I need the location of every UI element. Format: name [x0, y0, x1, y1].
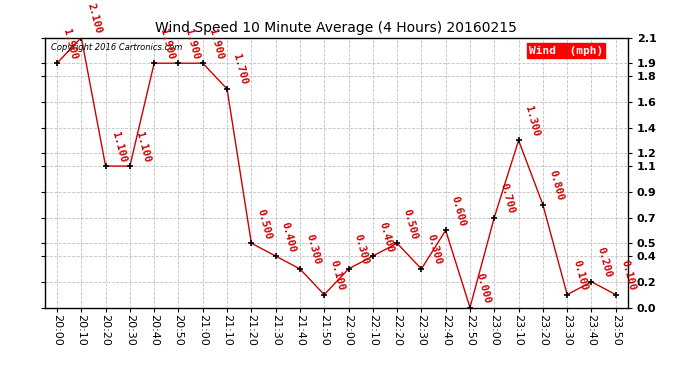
Text: 1.100: 1.100 [134, 130, 152, 163]
Text: 0.300: 0.300 [426, 233, 443, 266]
Text: 1.700: 1.700 [231, 53, 249, 86]
Text: 0.300: 0.300 [353, 233, 371, 266]
Text: 1.900: 1.900 [207, 28, 225, 60]
Text: 0.800: 0.800 [547, 169, 565, 202]
Text: 0.700: 0.700 [498, 182, 516, 215]
Text: 0.200: 0.200 [595, 246, 613, 279]
Text: 0.000: 0.000 [474, 272, 492, 305]
Text: 0.500: 0.500 [402, 208, 419, 240]
Text: 0.300: 0.300 [304, 233, 322, 266]
Text: 1.100: 1.100 [110, 130, 128, 163]
Text: 0.100: 0.100 [328, 259, 346, 292]
Text: 0.400: 0.400 [377, 220, 395, 253]
Text: 1.900: 1.900 [158, 28, 176, 60]
Text: 0.100: 0.100 [620, 259, 638, 292]
Title: Wind Speed 10 Minute Average (4 Hours) 20160215: Wind Speed 10 Minute Average (4 Hours) 2… [155, 21, 518, 35]
Text: 0.400: 0.400 [280, 220, 297, 253]
Text: 1.300: 1.300 [523, 105, 540, 138]
Text: 0.600: 0.600 [450, 195, 468, 228]
Text: 0.100: 0.100 [571, 259, 589, 292]
Text: 2.100: 2.100 [86, 2, 104, 35]
Text: Copyright 2016 Cartronics.com: Copyright 2016 Cartronics.com [50, 43, 182, 52]
Text: Wind  (mph): Wind (mph) [529, 46, 603, 56]
Text: 0.500: 0.500 [255, 208, 273, 240]
Text: 1.900: 1.900 [183, 28, 200, 60]
Text: 1.900: 1.900 [61, 28, 79, 60]
